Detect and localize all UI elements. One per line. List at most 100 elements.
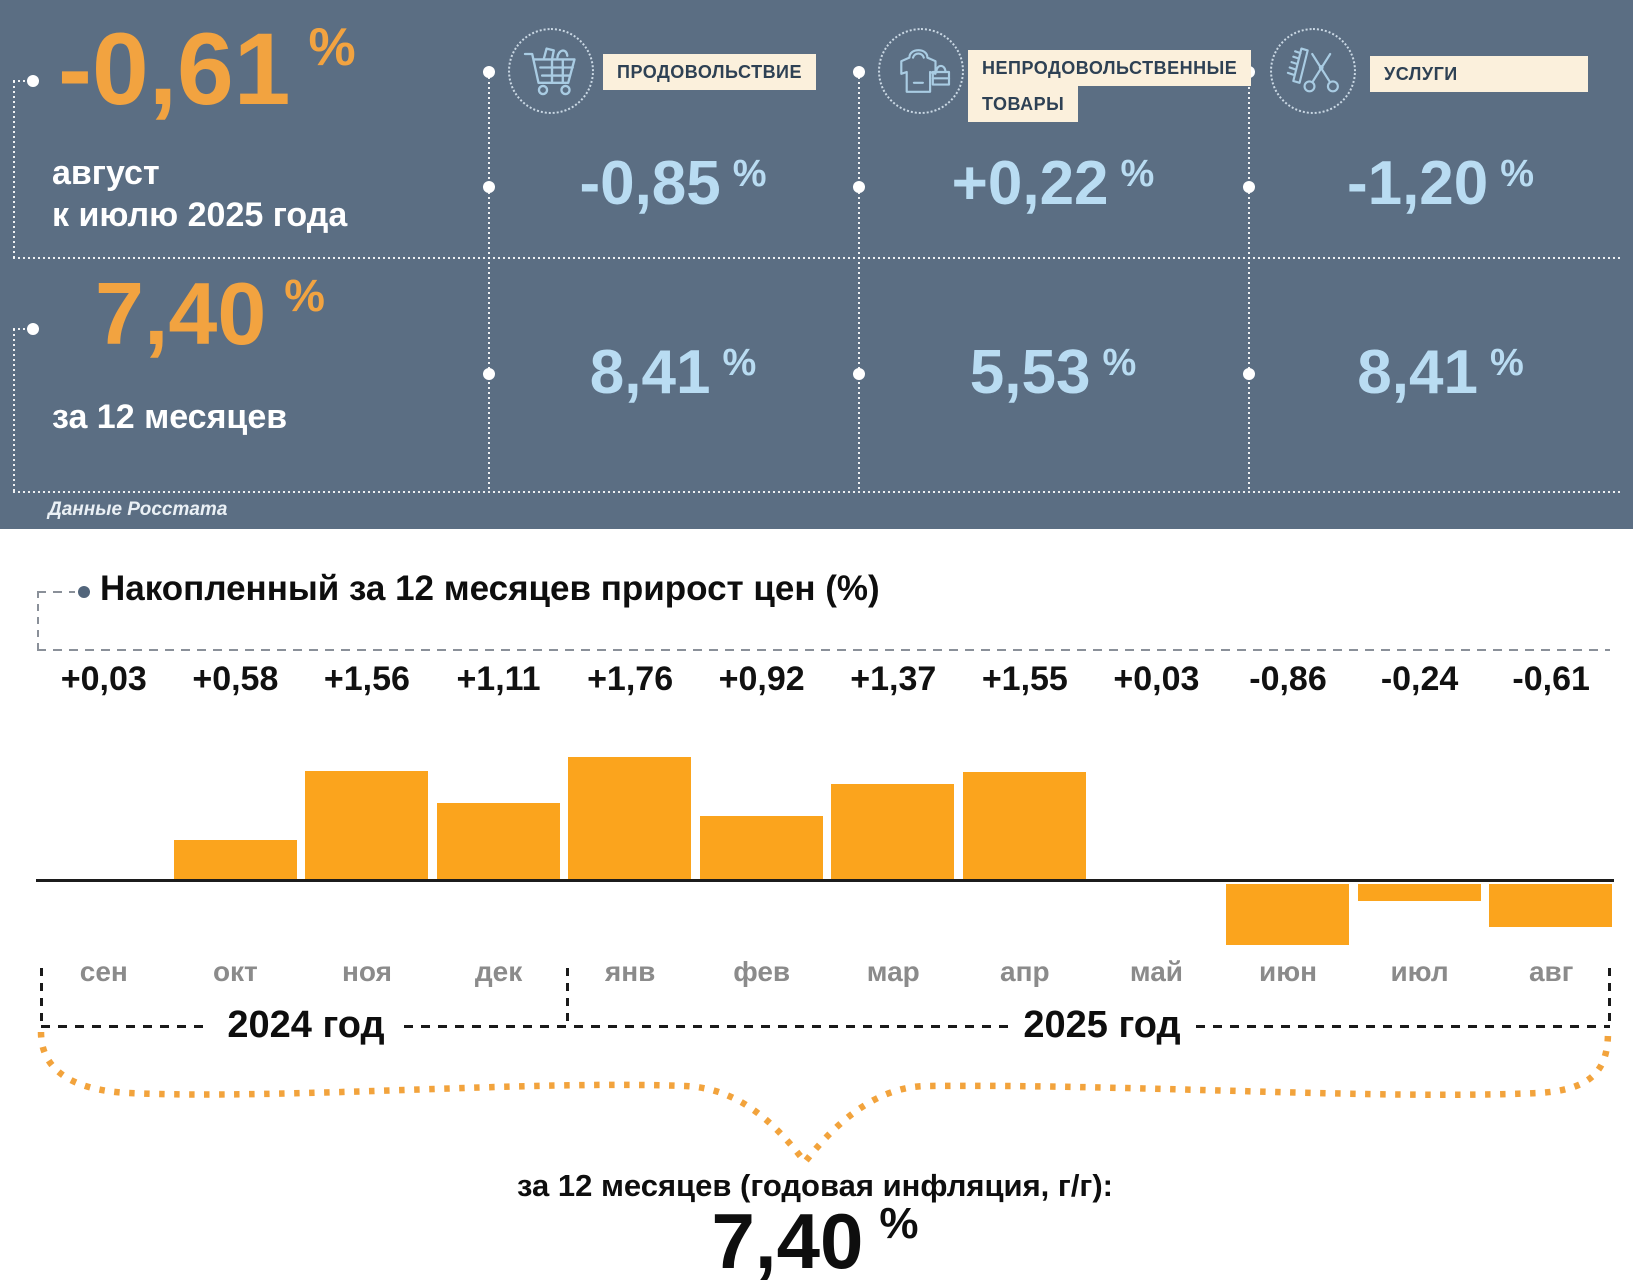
month-label: ноя [341,956,392,987]
divider [13,491,1620,493]
divider [13,81,15,258]
chart-column: +1,55 апр [959,660,1091,990]
chart-column: +1,11 дек [433,660,565,990]
bar [1489,884,1613,927]
year-bracket-line [404,1025,1008,1028]
bar [1226,884,1350,945]
services-icon-circle [1270,28,1356,114]
connector-dot [483,66,495,78]
bar-value-label: +0,58 [192,660,279,698]
title-connector [37,591,39,651]
chart-column: +1,76 янв [564,660,696,990]
food-monthly-number: -0,85 [579,149,721,218]
bar-value-label: -0,61 [1512,660,1590,698]
connector-dot [483,181,495,193]
bar [173,840,297,881]
bar [305,771,429,881]
percent-sign: % [722,342,757,384]
bar-value-label: +1,56 [323,660,410,698]
percent-sign: % [732,153,767,195]
services-label: УСЛУГИ [1370,56,1588,92]
divider [13,328,33,330]
connector-dot [853,368,865,380]
bar-value-label: +1,37 [850,660,937,698]
month-label: авг [1528,956,1574,987]
chart-column: +1,37 мар [827,660,959,990]
bar-value-label: +0,92 [718,660,805,698]
month-label: окт [212,956,258,987]
food-monthly-value: -0,85% [488,153,858,215]
percent-sign: % [1102,342,1137,384]
nonfood-monthly-number: +0,22 [951,149,1109,218]
nonfood-annual-value: 5,53% [858,342,1248,404]
nonfood-monthly-value: +0,22% [858,153,1248,215]
nonfood-icon-circle [878,28,964,114]
chart-column: +0,92 фев [696,660,828,990]
month-label: июн [1258,956,1318,987]
divider [1248,72,1250,492]
month-label: дек [474,956,523,987]
chart-title: Накопленный за 12 месяцев прирост цен (%… [100,569,880,608]
divider [858,72,860,492]
services-annual-number: 8,41 [1357,338,1478,407]
bar-value-label: -0,24 [1380,660,1459,698]
monthly-number: -0,61 [58,12,291,126]
month-label: янв [604,956,656,987]
nonfood-clothes-bag-icon [900,49,951,93]
services-scissors-comb-icon [1286,47,1339,93]
annual-inflation-caption: за 12 месяцев (годовая инфляция, г/г): [517,1168,1113,1203]
month-label: июл [1390,956,1449,987]
connector-dot [27,323,39,335]
percent-sign: % [284,269,325,321]
data-source-note: Данные Росстата [48,499,228,520]
annual-brace-icon [37,1031,1612,1168]
services-annual-value: 8,41% [1248,342,1633,404]
services-monthly-value: -1,20% [1248,153,1633,215]
divider [13,329,15,492]
bar [436,802,560,881]
monthly-caption-line2: к июлю 2025 года [52,196,348,234]
bar [831,784,955,881]
nonfood-label-line2: ТОВАРЫ [968,86,1079,122]
monthly-inflation-value: -0,61% [58,18,356,120]
chart-column: +0,03 сен [38,660,170,990]
month-label: сен [79,956,128,987]
annual-inflation-value: 7,40% [95,270,325,358]
monthly-caption: август к июлю 2025 года [52,152,347,236]
annual-number: 7,40 [95,264,267,363]
bar [1357,884,1481,901]
year-bracket-tick [566,968,569,1027]
services-label-line1: УСЛУГИ [1370,56,1588,92]
title-bullet-icon [78,586,90,598]
divider [13,80,33,82]
bar-value-label: +0,03 [1113,660,1200,698]
year-2025-label: 2025 год [1023,1004,1181,1046]
percent-sign: % [308,18,356,78]
chart-column: -0,86 июн [1222,660,1354,990]
connector-dot [1243,368,1255,380]
chart-column: -0,61 авг [1485,660,1617,990]
food-annual-number: 8,41 [589,338,711,407]
percent-sign: % [1120,153,1155,195]
nonfood-annual-number: 5,53 [969,338,1091,407]
chart-column: +1,56 ноя [301,660,433,990]
annual-total-number: 7,40 [711,1197,864,1285]
nonfood-label-line1: НЕПРОДОВОЛЬСТВЕННЫЕ [968,50,1252,86]
connector-dot [853,66,865,78]
chart-column: -0,24 июл [1354,660,1486,990]
summary-banner: -0,61% август к июлю 2025 года 7,40% за … [0,0,1633,529]
percent-sign: % [1500,153,1535,195]
annual-caption: за 12 месяцев [52,396,287,438]
year-bracket-line [41,1025,208,1028]
month-label: апр [1000,956,1050,987]
bar-chart: +0,03 сен +0,58 окт +1,56 ноя +1,11 дек +1,76 янв… [0,660,1633,990]
month-label: фев [733,956,791,987]
divider [488,72,490,492]
food-label: ПРОДОВОЛЬСТВИЕ [603,54,817,90]
bar-value-label: +1,11 [456,660,541,698]
services-monthly-number: -1,20 [1346,149,1489,218]
year-2024-label: 2024 год [227,1004,385,1046]
bar [568,756,692,881]
bar-value-label: +1,76 [587,660,674,698]
